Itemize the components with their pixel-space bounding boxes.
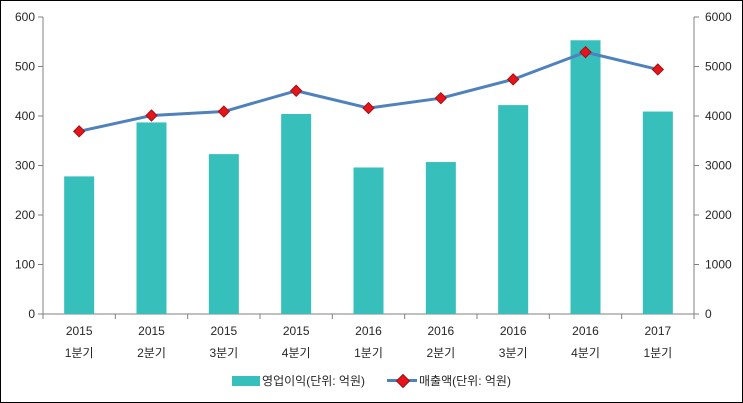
bar-operating-profit bbox=[64, 176, 95, 314]
category-label-year: 2015 bbox=[283, 324, 310, 338]
legend-label-revenue: 매출액(단위: 억원) bbox=[419, 374, 511, 388]
bar-operating-profit bbox=[498, 105, 529, 314]
legend-item-operating-profit: 영업이익(단위: 억원) bbox=[232, 372, 365, 389]
category-label-year: 2016 bbox=[427, 324, 454, 338]
legend-label-operating-profit: 영업이익(단위: 억원) bbox=[262, 374, 366, 388]
category-label-quarter: 4분기 bbox=[571, 346, 600, 360]
revenue-data-point bbox=[289, 84, 303, 97]
category-label-quarter: 4분기 bbox=[282, 346, 311, 360]
revenue-data-point bbox=[579, 45, 592, 59]
category-label-year: 2015 bbox=[66, 324, 93, 338]
category-label-year: 2016 bbox=[500, 324, 527, 338]
category-label-year: 2015 bbox=[138, 324, 165, 338]
revenue-data-point bbox=[651, 63, 665, 76]
category-label-quarter: 1분기 bbox=[354, 346, 383, 360]
category-label-year: 2015 bbox=[210, 324, 237, 338]
bar-operating-profit bbox=[208, 154, 239, 314]
category-label-quarter: 3분기 bbox=[499, 346, 528, 360]
bar-operating-profit bbox=[570, 40, 601, 314]
revenue-data-point bbox=[434, 91, 448, 105]
bar-series-swatch-icon bbox=[232, 375, 261, 386]
bar-operating-profit bbox=[353, 167, 384, 314]
right-axis-tick-label: 4000 bbox=[705, 109, 732, 123]
revenue-data-point bbox=[72, 125, 86, 138]
category-label-quarter: 3분기 bbox=[209, 346, 238, 360]
revenue-data-point bbox=[217, 105, 231, 118]
category-label-quarter: 1분기 bbox=[65, 346, 94, 360]
legend: 영업이익(단위: 억원) 매출액(단위: 억원) bbox=[1, 372, 742, 389]
line-series-swatch-icon bbox=[387, 373, 418, 389]
category-label-year: 2016 bbox=[572, 324, 599, 338]
left-axis-tick-label: 100 bbox=[15, 258, 35, 272]
left-axis-tick-label: 400 bbox=[15, 109, 35, 123]
right-axis-tick-label: 2000 bbox=[705, 208, 732, 222]
right-axis-tick-label: 6000 bbox=[705, 10, 732, 24]
bar-operating-profit bbox=[281, 114, 312, 315]
category-label-quarter: 2분기 bbox=[426, 346, 455, 360]
right-axis-tick-label: 1000 bbox=[705, 258, 732, 272]
category-label-year: 2017 bbox=[644, 324, 671, 338]
left-axis-tick-label: 600 bbox=[15, 10, 35, 24]
diamond-marker-icon bbox=[395, 373, 411, 389]
bar-operating-profit bbox=[136, 122, 167, 314]
left-axis-tick-label: 200 bbox=[15, 208, 35, 222]
category-label-year: 2016 bbox=[355, 324, 382, 338]
bar-operating-profit bbox=[425, 162, 456, 314]
legend-item-revenue: 매출액(단위: 억원) bbox=[387, 372, 511, 389]
category-label-quarter: 2분기 bbox=[137, 346, 166, 360]
right-axis-tick-label: 5000 bbox=[705, 60, 732, 74]
revenue-data-point bbox=[506, 73, 520, 86]
category-label-quarter: 1분기 bbox=[643, 346, 672, 360]
revenue-data-point bbox=[362, 101, 375, 115]
right-axis-tick-label: 3000 bbox=[705, 159, 732, 173]
right-axis-tick-label: 0 bbox=[705, 307, 712, 321]
left-axis-tick-label: 0 bbox=[28, 307, 35, 321]
revenue-data-point bbox=[145, 109, 158, 122]
left-axis-tick-label: 500 bbox=[15, 60, 35, 74]
left-axis-tick-label: 300 bbox=[15, 159, 35, 173]
bar-operating-profit bbox=[642, 111, 673, 314]
